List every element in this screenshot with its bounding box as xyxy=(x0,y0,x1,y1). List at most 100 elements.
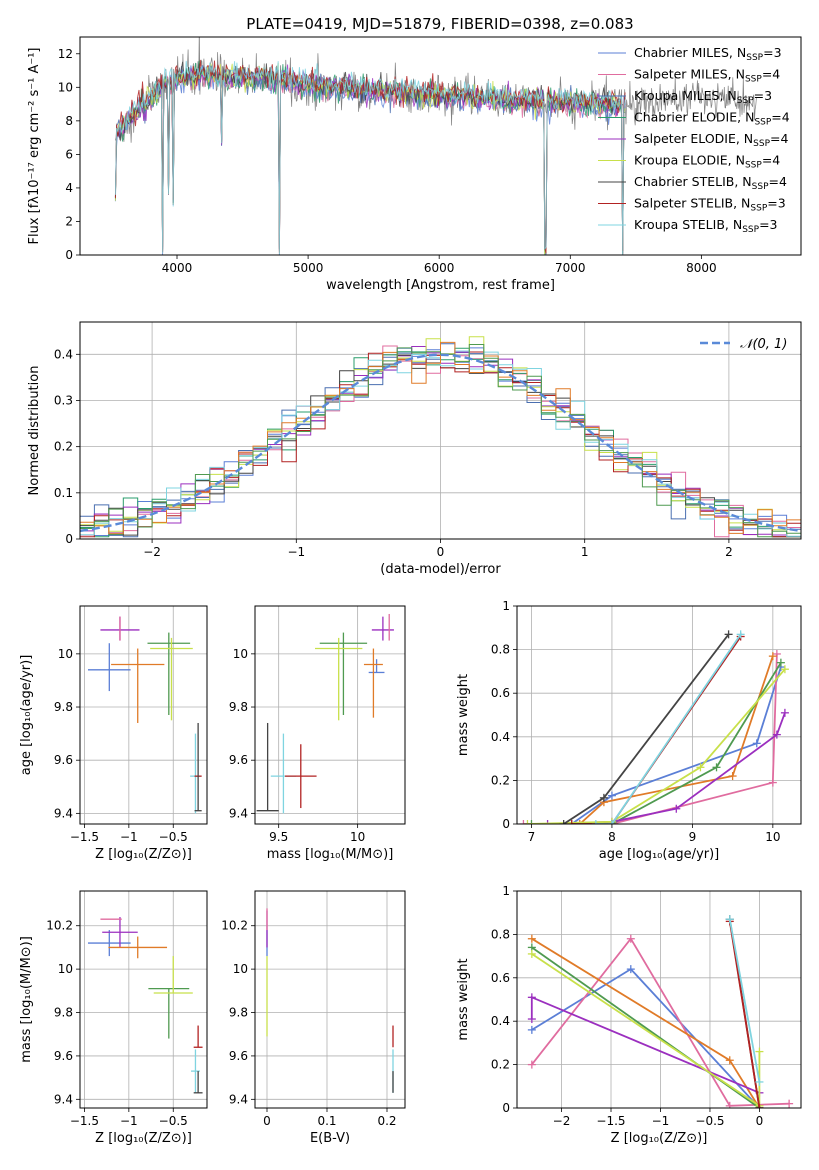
frame-group: −2 −1.5 −1 −0.5 0 0 0.2 0.4 0.6 0.8 1 Z [log₁₀(Z/Z⊙… xyxy=(456,884,802,1146)
y-tick-label: 10 xyxy=(233,647,248,661)
histogram-series xyxy=(80,344,801,538)
y-tick-label: 9.8 xyxy=(229,1006,248,1020)
x-tick-label: 9.5 xyxy=(269,830,288,844)
y-tick-label: 9.8 xyxy=(54,700,73,714)
error-bar-point xyxy=(371,616,394,641)
y-tick-label: 0 xyxy=(502,1101,510,1115)
y-tick-label: 0.1 xyxy=(54,486,73,500)
y-tick-label: 9.6 xyxy=(54,1049,73,1063)
y-tick-label: 0 xyxy=(65,248,73,262)
legend-entry-main: Salpeter ELODIE, N xyxy=(634,131,753,146)
error-bar-point xyxy=(285,744,317,809)
legend-entry-sub: SSP xyxy=(737,96,754,106)
x-axis-label: Z [log₁₀(Z/Z⊙)] xyxy=(95,847,192,862)
y-tick-label: 9.6 xyxy=(54,753,73,767)
panel-mass-vs-ebv: 0 0.1 0.2 9.4 9.6 9.8 10 10.2 E(B-V) xyxy=(221,890,406,1146)
model-spectrum-line xyxy=(114,60,626,255)
y-tick-label: 10 xyxy=(233,962,248,976)
y-tick-label: 0.2 xyxy=(491,773,510,787)
y-tick-label: 10.2 xyxy=(46,919,73,933)
y-tick-label: 9.8 xyxy=(54,1006,73,1020)
figure-title: PLATE=0419, MJD=51879, FIBERID=0398, z=0… xyxy=(246,15,633,33)
y-tick-label: 0.8 xyxy=(491,643,510,657)
y-tick-label: 9.6 xyxy=(229,753,248,767)
error-bar-point xyxy=(193,1071,203,1094)
x-tick-label: 2 xyxy=(725,545,733,559)
model-spectrum-line xyxy=(114,59,626,254)
error-bar-point xyxy=(256,722,279,812)
x-tick-label: 8 xyxy=(608,830,616,844)
plot-area xyxy=(80,336,801,538)
x-axis-label: mass [log₁₀(M/M⊙)] xyxy=(267,847,394,862)
panel-residual-histogram: −2 −1 0 1 2 0 0.1 0.2 0.3 0.4 (data-model)/error No… xyxy=(27,321,802,577)
frame-group: 9.5 10 9.4 9.6 9.8 10 mass [log₁₀(M/M⊙)] xyxy=(229,605,406,862)
mass-weight-series xyxy=(527,668,786,824)
y-tick-label: 0.8 xyxy=(491,927,510,941)
x-axis-label: E(B-V) xyxy=(310,1131,350,1146)
x-tick-label: 9 xyxy=(689,830,697,844)
y-tick-label: 0.2 xyxy=(54,440,73,454)
error-bar-point xyxy=(108,936,168,959)
x-tick-label: −1 xyxy=(652,1114,670,1128)
x-tick-label: 7 xyxy=(528,830,536,844)
legend-entry-main: Kroupa STELIB, N xyxy=(634,217,742,232)
x-tick-label: 0 xyxy=(756,1114,764,1128)
legend-entry-end: =3 xyxy=(763,45,781,60)
frame-group: 7 8 9 10 0 0.2 0.4 0.6 0.8 1 age [log₁₀(age/yr)] ma… xyxy=(456,599,802,862)
error-bar-point xyxy=(111,648,165,723)
legend-entry: Salpeter STELIB, NSSP=3 xyxy=(634,196,786,214)
legend-entry: 𝒩(0, 1) xyxy=(740,337,787,352)
y-tick-label: 0.4 xyxy=(54,347,73,361)
legend-entry-end: =4 xyxy=(769,174,787,189)
frame-group: −1.5 −1 −0.5 9.4 9.6 9.8 10 Z [log₁₀(Z/Z⊙)] age … xyxy=(19,605,208,862)
y-tick-label: 2 xyxy=(65,214,73,228)
y-tick-label: 10.2 xyxy=(221,919,248,933)
panel-spectrum: 4000 5000 6000 7000 8000 0 2 4 6 8 10 12 wavelength … xyxy=(27,36,802,293)
legend-entry-main: Chabrier ELODIE, N xyxy=(634,110,754,125)
axes-frame xyxy=(516,605,802,825)
legend-entry: Chabrier STELIB, NSSP=4 xyxy=(634,174,787,192)
mass-weight-series xyxy=(531,953,761,1108)
x-tick-label: −1 xyxy=(120,1114,138,1128)
y-axis-label: Normed distribution xyxy=(27,366,42,496)
y-tick-label: 1 xyxy=(502,599,510,613)
legend-entry-sub: SSP xyxy=(745,75,762,85)
y-tick-label: 0.4 xyxy=(491,730,510,744)
error-bar-point xyxy=(150,637,193,721)
x-tick-label: −2 xyxy=(553,1114,571,1128)
x-tick-label: 8000 xyxy=(686,261,717,275)
legend-entry: Kroupa ELODIE, NSSP=4 xyxy=(634,153,780,171)
y-tick-label: 0 xyxy=(65,532,73,546)
axes-frame xyxy=(79,36,802,256)
mass-weight-series xyxy=(531,967,761,1108)
y-tick-label: 0.4 xyxy=(491,1014,510,1028)
legend-entry: Salpeter MILES, NSSP=4 xyxy=(634,67,780,85)
error-bar-point xyxy=(193,1025,203,1048)
y-tick-label: 8 xyxy=(65,114,73,128)
x-tick-label: −0.5 xyxy=(695,1114,724,1128)
error-bar-point xyxy=(363,648,383,718)
x-tick-label: 0.2 xyxy=(377,1114,396,1128)
mass-weight-series xyxy=(563,633,730,824)
error-bar-point xyxy=(315,637,363,721)
x-tick-label: 0 xyxy=(437,545,445,559)
plot-area xyxy=(519,630,789,824)
axes-frame xyxy=(516,890,802,1109)
gaussian-curve xyxy=(80,353,801,533)
legend-entry-main: Chabrier STELIB, N xyxy=(634,174,752,189)
mass-weight-series xyxy=(523,653,778,824)
error-bar-point xyxy=(194,722,202,812)
legend-entry: Kroupa MILES, NSSP=3 xyxy=(634,88,772,106)
legend-entry: Chabrier ELODIE, NSSP=4 xyxy=(634,110,790,128)
legend-entry-sub: SSP xyxy=(754,118,771,128)
y-tick-label: 9.4 xyxy=(54,1092,73,1106)
frame-group: 0 0.1 0.2 9.4 9.6 9.8 10 10.2 E(B-V) xyxy=(221,890,406,1146)
frame-group: −2 −1 0 1 2 0 0.1 0.2 0.3 0.4 (data-model)/error No… xyxy=(27,321,802,577)
legend-entry-main: Salpeter MILES, N xyxy=(634,67,745,82)
y-tick-label: 10 xyxy=(58,647,73,661)
x-axis-label: (data-model)/error xyxy=(380,562,501,577)
legend-entry-main: Chabrier MILES, N xyxy=(634,45,746,60)
plot-area xyxy=(87,917,203,1094)
mass-weight-series xyxy=(728,921,761,1108)
panel-age-vs-Z: −1.5 −1 −0.5 9.4 9.6 9.8 10 Z [log₁₀(Z/Z⊙)] age … xyxy=(19,605,208,862)
